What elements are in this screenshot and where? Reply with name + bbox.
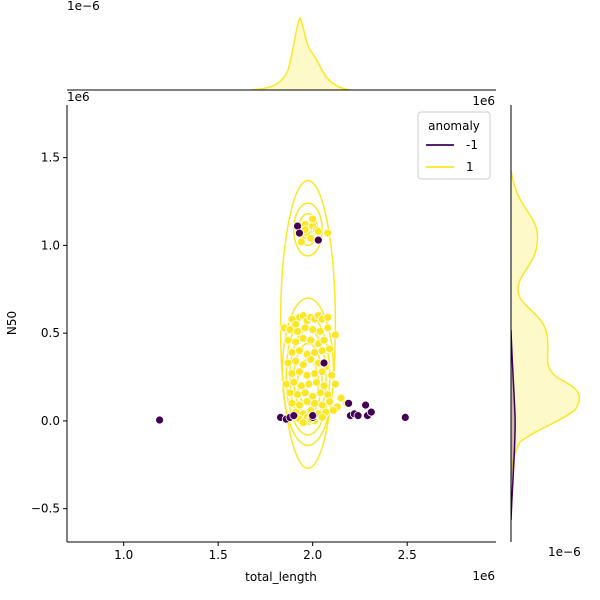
scatter-point-anomaly xyxy=(308,411,318,421)
y-axis-ticks: −0.5 0.0 0.5 1.0 1.5 xyxy=(31,151,67,516)
scatter-point-normal xyxy=(319,335,329,345)
scatter-point-normal xyxy=(317,400,327,410)
scatter-point-normal xyxy=(285,388,295,398)
y-tick-label: 1.0 xyxy=(41,238,60,252)
scatter-point-normal xyxy=(330,330,340,340)
y-tick-label: 0.5 xyxy=(41,326,60,340)
scatter-point-normal xyxy=(315,388,325,398)
scatter-point-normal xyxy=(308,325,318,335)
scatter-point-normal xyxy=(306,355,316,364)
scatter-point-anomaly xyxy=(361,400,370,410)
scatter-point-normal xyxy=(300,388,310,398)
scatter-point-normal xyxy=(298,334,308,343)
legend-title: anomaly xyxy=(428,119,480,133)
x-axis-ticks: 1.0 1.5 2.0 2.5 xyxy=(114,542,417,562)
scatter-point-normal xyxy=(300,323,310,333)
scatter-point-normal xyxy=(283,358,293,368)
top-marginal-kde-line xyxy=(249,16,351,90)
scatter-point-normal xyxy=(336,393,346,403)
x-tick-label: 1.5 xyxy=(209,548,228,562)
scatter-point-normal xyxy=(289,377,299,387)
right-marginal-kde-line xyxy=(511,169,581,481)
scatter-point-anomaly xyxy=(400,412,410,422)
scatter-point-normal xyxy=(310,369,319,378)
scatter-point-normal xyxy=(330,379,340,389)
x-offset-label: 1e6 xyxy=(472,569,495,583)
scatter-point-normal xyxy=(315,326,325,336)
scatter-point-normal xyxy=(329,405,338,415)
scatter-point-normal xyxy=(293,390,302,399)
scatter-point-anomaly xyxy=(155,415,165,425)
scatter-point-anomaly xyxy=(289,411,299,421)
scatter-point-normal xyxy=(306,233,316,243)
scatter-point-normal xyxy=(325,344,335,354)
main-offset-label-top-right: 1e6 xyxy=(472,94,495,108)
x-tick-label: 2.0 xyxy=(303,548,322,562)
scatter-point-normal xyxy=(291,337,301,347)
scatter-point-normal xyxy=(291,356,301,366)
scatter-point-anomaly xyxy=(344,398,353,408)
scatter-point-normal xyxy=(302,397,312,406)
scatter-point-normal xyxy=(287,398,297,408)
y-offset-label: 1e6 xyxy=(67,90,90,104)
top-marginal-panel: 1e−6 xyxy=(67,0,496,91)
scatter-point-normal xyxy=(319,381,329,391)
right-marginal-anomaly-fill xyxy=(511,330,516,520)
right-marginal-anomaly-line xyxy=(511,329,516,521)
right-marginal-offset-label: 1e−6 xyxy=(548,545,581,559)
scatter-point-normal xyxy=(317,412,327,422)
right-marginal-kde-fill xyxy=(511,170,580,480)
scatter-point-normal xyxy=(293,326,302,336)
y-tick-label: −0.5 xyxy=(31,502,60,516)
legend-label-anomaly: -1 xyxy=(466,138,478,152)
scatter-point-normal xyxy=(325,397,335,406)
scatter-point-normal xyxy=(312,377,321,387)
y-tick-label: 0.0 xyxy=(41,414,60,428)
y-tick-label: 1.5 xyxy=(41,151,60,165)
scatter-point-normal xyxy=(323,312,333,322)
scatter-point-normal xyxy=(313,226,323,236)
scatter-point-normal xyxy=(317,346,327,356)
top-marginal-kde-fill xyxy=(250,18,350,90)
scatter-point-anomaly xyxy=(366,407,376,417)
x-tick-label: 2.5 xyxy=(398,548,417,562)
x-tick-label: 1.0 xyxy=(114,548,133,562)
scatter-point-anomaly xyxy=(319,358,329,368)
scatter-point-anomaly xyxy=(295,228,304,238)
scatter-point-normal xyxy=(327,370,336,380)
top-marginal-offset-label: 1e−6 xyxy=(67,0,100,13)
right-marginal-panel: 1e−6 xyxy=(510,105,581,559)
scatter-points xyxy=(155,214,410,428)
legend: anomaly -1 1 xyxy=(417,111,491,180)
scatter-point-normal xyxy=(281,379,291,389)
scatter-point-normal xyxy=(295,346,304,356)
legend-label-normal: 1 xyxy=(466,160,474,174)
scatter-point-normal xyxy=(287,348,297,357)
scatter-point-normal xyxy=(283,335,293,345)
scatter-point-normal xyxy=(295,367,304,377)
kde-contour-level xyxy=(279,179,337,470)
scatter-point-normal xyxy=(285,325,295,335)
main-axes: 1.0 1.5 2.0 2.5 −0.5 0.0 0.5 1.0 1.5 total_leng… xyxy=(5,90,496,584)
x-axis-label: total_length xyxy=(245,570,317,584)
scatter-point-anomaly xyxy=(313,235,323,245)
scatter-point-normal xyxy=(323,323,333,333)
y-axis-label: N50 xyxy=(5,311,19,335)
scatter-point-normal xyxy=(308,214,318,224)
scatter-point-normal xyxy=(323,228,333,238)
scatter-point-normal xyxy=(296,237,306,247)
scatter-point-normal xyxy=(287,369,297,378)
scatter-point-normal xyxy=(317,367,327,377)
scatter-point-anomaly xyxy=(353,411,363,421)
scatter-point-normal xyxy=(306,335,316,345)
scatter-point-normal xyxy=(304,379,314,389)
scatter-point-normal xyxy=(298,418,308,428)
scatter-point-normal xyxy=(295,400,304,410)
scatter-point-normal xyxy=(298,360,308,370)
scatter-point-normal xyxy=(302,370,312,380)
